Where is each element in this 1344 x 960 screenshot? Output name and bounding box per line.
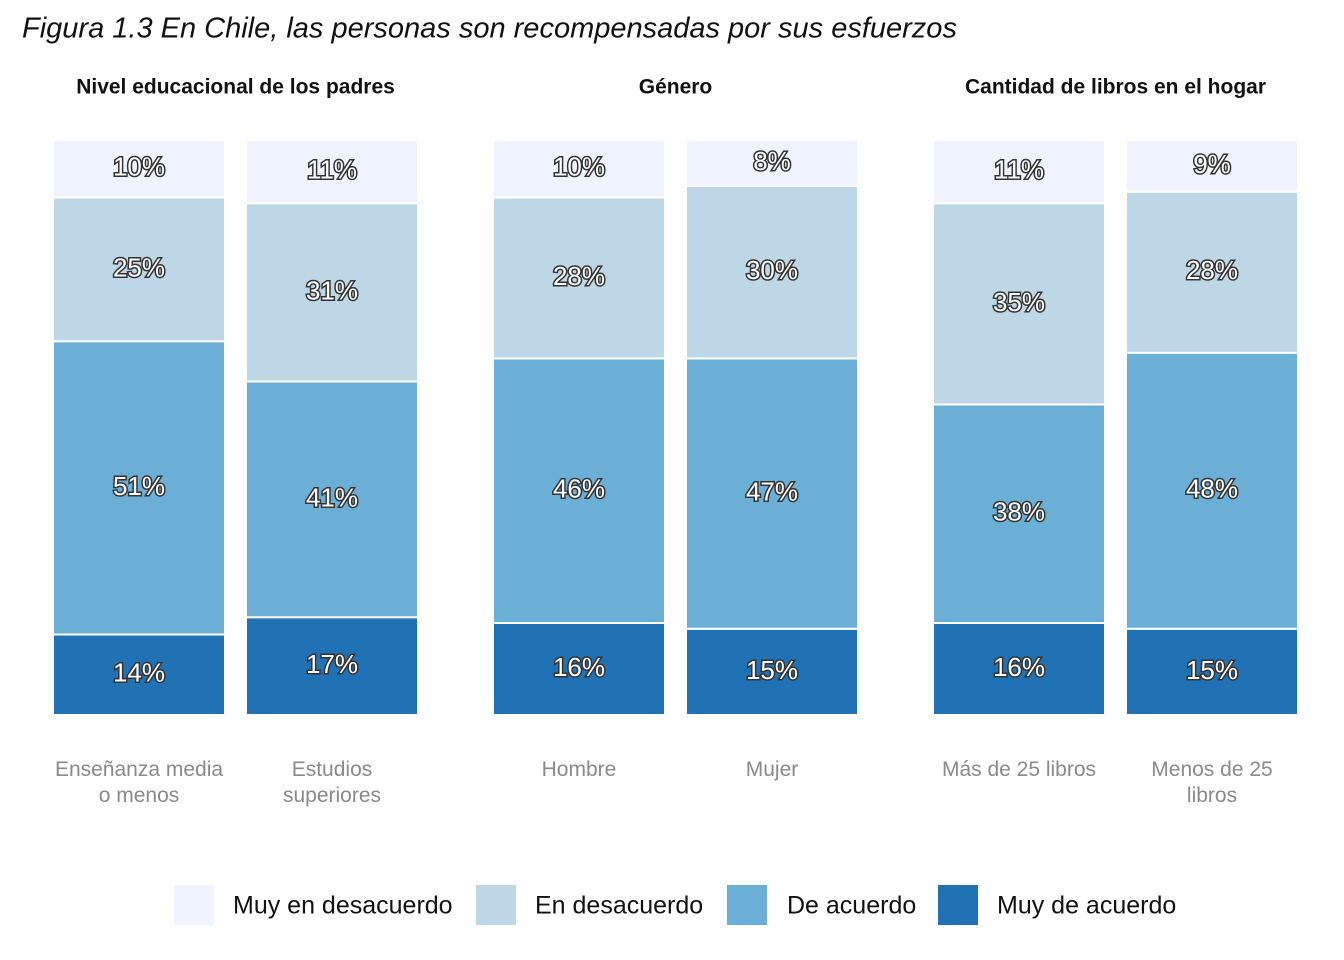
bar-segment xyxy=(932,403,1106,624)
bar-segment xyxy=(492,196,666,360)
legend-label: Muy de acuerdo xyxy=(997,892,1176,920)
value-label: 14% xyxy=(113,658,165,688)
legend-swatch xyxy=(174,885,214,925)
value-label: 16% xyxy=(993,652,1045,682)
value-label: 15% xyxy=(746,655,798,685)
bar-segment xyxy=(932,202,1106,406)
bar-segment xyxy=(245,202,419,383)
value-label: 38% xyxy=(993,497,1045,527)
value-label: 10% xyxy=(553,152,605,182)
value-label: 8% xyxy=(753,146,791,176)
value-label: 46% xyxy=(553,474,605,504)
panel-title: Nivel educacional de los padres xyxy=(76,76,395,99)
bar-segment xyxy=(1125,139,1299,193)
value-label: 31% xyxy=(306,275,358,305)
chart-title: Figura 1.3 En Chile, las personas son re… xyxy=(22,13,957,45)
value-label: 30% xyxy=(746,255,798,285)
value-label: 51% xyxy=(113,471,165,501)
legend-swatch xyxy=(938,885,978,925)
value-label: 15% xyxy=(1186,655,1238,685)
value-label: 35% xyxy=(993,287,1045,317)
panel-title: Género xyxy=(639,76,713,99)
x-tick-label: Enseñanza media o menos xyxy=(54,758,224,807)
value-label: 11% xyxy=(994,155,1044,185)
legend-label: De acuerdo xyxy=(787,892,916,920)
bar-segment xyxy=(1125,627,1299,716)
value-label: 47% xyxy=(746,477,798,507)
bar-segment xyxy=(245,139,419,205)
legend-label: En desacuerdo xyxy=(535,892,703,920)
x-tick-label: Mujer xyxy=(745,758,799,781)
bar-segment xyxy=(1125,190,1299,354)
bar-segment xyxy=(492,357,666,624)
value-label: 10% xyxy=(113,152,165,182)
value-label: 41% xyxy=(306,482,358,512)
bar-segment xyxy=(52,139,226,199)
x-tick-label: Estudios superiores xyxy=(282,758,382,807)
value-label: 48% xyxy=(1186,474,1238,504)
bar-segment xyxy=(685,627,859,716)
panel-title: Cantidad de libros en el hogar xyxy=(965,76,1266,99)
bar-segment xyxy=(932,622,1106,716)
x-tick-label: Más de 25 libros xyxy=(941,758,1097,781)
bar-segment xyxy=(685,139,859,187)
x-tick-label: Hombre xyxy=(541,758,617,781)
bar-segment xyxy=(492,622,666,716)
bar-segment xyxy=(245,380,419,619)
x-tick-label: Menos de 25 libros xyxy=(1151,758,1273,807)
value-label: 16% xyxy=(553,652,605,682)
bar-segment xyxy=(492,139,666,199)
value-label: 28% xyxy=(553,261,605,291)
bar-segment xyxy=(52,340,226,636)
bar-segment xyxy=(52,633,226,716)
value-label: 28% xyxy=(1186,255,1238,285)
legend-swatch xyxy=(476,885,516,925)
legend-label: Muy en desacuerdo xyxy=(233,892,453,920)
value-label: 25% xyxy=(113,252,165,282)
bar-segment xyxy=(245,616,419,716)
value-label: 11% xyxy=(307,155,357,185)
bar-segment xyxy=(685,185,859,360)
legend-swatch xyxy=(727,885,767,925)
bar-segment xyxy=(932,139,1106,205)
value-label: 9% xyxy=(1193,149,1231,179)
value-label: 17% xyxy=(306,649,358,679)
